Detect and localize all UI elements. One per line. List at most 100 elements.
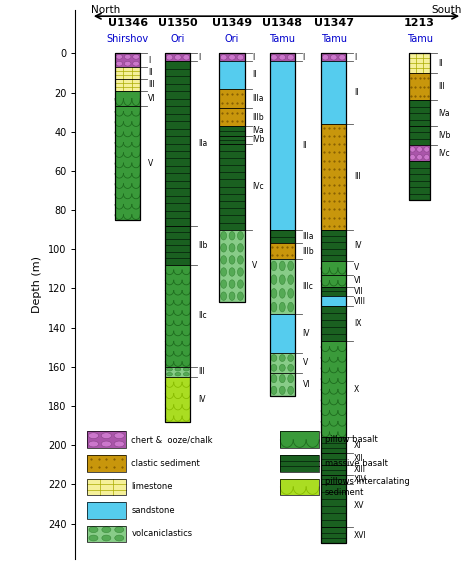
Text: III: III [198, 367, 205, 376]
Bar [87, 502, 126, 519]
Ellipse shape [237, 268, 243, 276]
Ellipse shape [124, 61, 131, 66]
Ellipse shape [424, 146, 429, 152]
Ellipse shape [339, 55, 346, 60]
Bar [321, 275, 346, 287]
Text: III: III [438, 82, 445, 91]
Text: IVc: IVc [252, 182, 264, 191]
Ellipse shape [89, 527, 98, 533]
Text: Ori: Ori [171, 34, 185, 44]
Bar [87, 525, 126, 542]
Ellipse shape [288, 302, 293, 312]
Text: IIa: IIa [198, 139, 208, 148]
Text: I: I [198, 53, 201, 62]
Bar [115, 53, 140, 67]
Text: limestone: limestone [131, 482, 173, 491]
Text: IIb: IIb [198, 241, 208, 250]
Ellipse shape [288, 386, 293, 395]
Ellipse shape [116, 55, 123, 59]
Text: VIII: VIII [354, 297, 366, 306]
Ellipse shape [116, 61, 123, 66]
Text: IIIc: IIIc [302, 282, 313, 291]
Text: X: X [354, 385, 359, 394]
Bar [409, 126, 430, 145]
Ellipse shape [183, 368, 189, 371]
Bar [165, 61, 191, 226]
Ellipse shape [221, 292, 227, 301]
Ellipse shape [288, 261, 293, 271]
Text: massive basalt: massive basalt [325, 459, 388, 468]
Text: IIc: IIc [198, 311, 207, 320]
Ellipse shape [410, 154, 415, 160]
Ellipse shape [271, 261, 277, 271]
Text: clastic sediment: clastic sediment [131, 459, 200, 468]
Ellipse shape [237, 55, 244, 60]
Bar [270, 243, 295, 259]
Ellipse shape [271, 55, 277, 60]
Text: V: V [354, 263, 359, 272]
Text: II: II [438, 59, 442, 68]
Bar [280, 455, 319, 472]
Bar [219, 53, 245, 61]
Text: IIIb: IIIb [252, 113, 264, 122]
Text: I: I [302, 53, 305, 62]
Bar [321, 475, 346, 484]
Ellipse shape [229, 231, 235, 240]
Text: IX: IX [354, 319, 362, 328]
Bar [219, 144, 245, 230]
Y-axis label: Depth (m): Depth (m) [32, 256, 42, 313]
Ellipse shape [221, 231, 227, 240]
Bar [321, 53, 346, 543]
Text: Tamu: Tamu [407, 34, 433, 44]
Bar [321, 53, 346, 61]
Ellipse shape [288, 374, 293, 383]
Text: XVI: XVI [354, 531, 367, 540]
Bar [270, 259, 295, 314]
Ellipse shape [228, 55, 236, 60]
Bar [321, 296, 346, 306]
Ellipse shape [330, 55, 337, 60]
Bar [409, 145, 430, 161]
Bar [87, 431, 126, 448]
Text: V: V [302, 359, 308, 368]
Ellipse shape [229, 244, 235, 252]
Bar [115, 91, 140, 106]
Ellipse shape [101, 441, 111, 447]
Ellipse shape [424, 154, 429, 160]
Bar [219, 126, 245, 136]
Text: sandstone: sandstone [131, 506, 175, 515]
Bar [321, 341, 346, 437]
Bar [321, 465, 346, 475]
Ellipse shape [271, 355, 277, 361]
Text: II: II [148, 69, 153, 78]
Ellipse shape [229, 292, 235, 301]
Ellipse shape [133, 61, 139, 66]
Text: U1348: U1348 [262, 18, 302, 28]
Bar [321, 124, 346, 230]
Text: IVc: IVc [438, 149, 449, 158]
Bar [270, 353, 295, 373]
Text: IV: IV [354, 241, 362, 250]
Ellipse shape [237, 231, 243, 240]
Ellipse shape [133, 55, 139, 59]
Text: II: II [354, 88, 358, 97]
Ellipse shape [175, 373, 181, 376]
Bar [321, 453, 346, 465]
Bar [321, 230, 346, 261]
Bar [321, 484, 346, 528]
Bar [270, 53, 295, 396]
Text: U1347: U1347 [314, 18, 354, 28]
Ellipse shape [229, 268, 235, 276]
Ellipse shape [279, 289, 285, 298]
Text: IVb: IVb [252, 135, 264, 144]
Text: Tamu: Tamu [321, 34, 346, 44]
Text: South: South [432, 5, 462, 15]
Bar [321, 61, 346, 124]
Ellipse shape [237, 280, 243, 288]
Ellipse shape [183, 55, 190, 60]
Ellipse shape [279, 364, 285, 371]
Bar [219, 88, 245, 108]
Ellipse shape [271, 374, 277, 383]
Text: VI: VI [302, 380, 310, 389]
Ellipse shape [102, 535, 111, 541]
